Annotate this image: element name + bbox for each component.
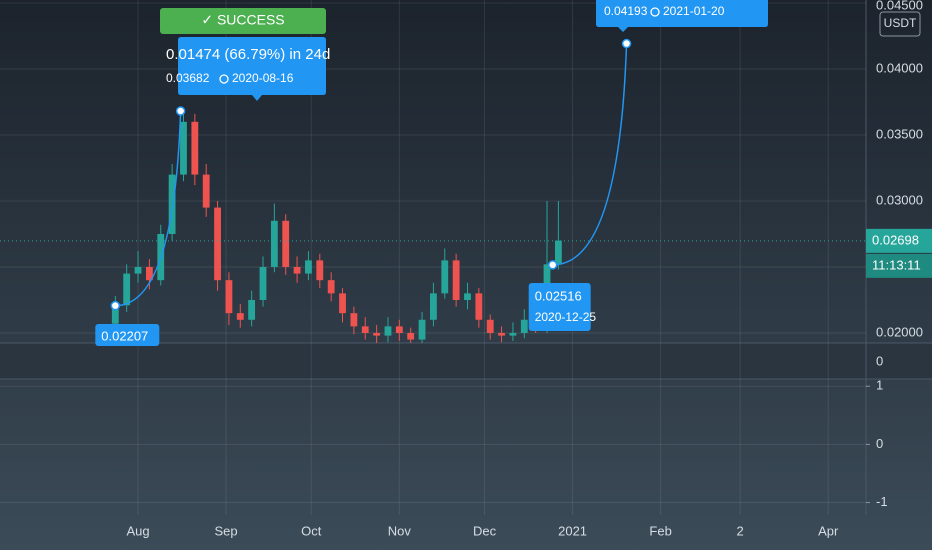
candle-body — [316, 260, 324, 281]
candle-body — [145, 266, 153, 281]
candle-body — [123, 273, 131, 306]
candle-body — [384, 326, 392, 336]
candle-body — [282, 220, 290, 267]
countdown-box — [866, 253, 932, 278]
projection-arrow — [552, 43, 628, 266]
x-tick-label: Nov — [388, 523, 412, 538]
candle-body — [180, 121, 187, 175]
candle-body — [168, 174, 176, 234]
candle-body — [259, 266, 267, 300]
candle-body — [248, 299, 256, 320]
candle-body — [191, 121, 199, 175]
candle-body — [111, 305, 119, 324]
candle-body — [350, 313, 358, 327]
y-tick-label: 0.04000 — [876, 60, 923, 75]
x-tick-label: Aug — [126, 523, 149, 538]
x-tick-label: 2 — [737, 523, 744, 538]
y-tick-label: 0 — [876, 353, 883, 368]
candle-body — [407, 332, 415, 340]
date-label: 2020-12-25 — [535, 310, 597, 324]
x-tick-label: Apr — [818, 523, 839, 538]
currency-box — [879, 11, 921, 37]
success-box — [160, 8, 326, 34]
x-tick-label: Feb — [649, 523, 671, 538]
anchor-point — [621, 38, 632, 49]
candle-body — [305, 260, 312, 274]
y-tick-label: 0.03000 — [876, 192, 923, 207]
projection-arrow — [115, 110, 182, 307]
x-tick-label: Dec — [473, 523, 497, 538]
label-box — [596, 0, 768, 32]
price-label: 0.02516 — [535, 288, 582, 303]
change-label: 0.01474 (66.79%) in 24d — [166, 46, 330, 63]
candle-body — [520, 319, 528, 333]
currency: USDT — [884, 16, 917, 30]
candle-body — [452, 260, 460, 300]
candle-body — [498, 332, 505, 336]
candle-body — [464, 293, 471, 300]
x-tick-label: Sep — [215, 523, 238, 538]
candle-body — [236, 313, 244, 320]
date-label: 2021-01-20 — [663, 4, 725, 18]
x-tick-label: 2021 — [558, 523, 587, 538]
last-price-box — [866, 228, 932, 253]
y-tick-label: 0 — [876, 436, 883, 451]
label-box — [528, 283, 591, 331]
clock-icon — [650, 7, 660, 17]
date-label: 2020-08-16 — [232, 71, 294, 85]
candle-body — [373, 332, 381, 336]
candle-body — [270, 220, 278, 267]
candle-body — [486, 319, 494, 333]
price-label: 0.02207 — [101, 328, 148, 343]
candle-body — [293, 266, 301, 274]
candle-body — [225, 280, 233, 314]
candle-body — [327, 280, 335, 294]
candle-body — [418, 319, 426, 340]
anchor-point — [547, 260, 558, 270]
last-price: 0.02698 — [872, 232, 919, 247]
candle-body — [361, 326, 369, 333]
candle-body — [214, 207, 221, 281]
y-tick-label: 1 — [876, 378, 883, 393]
label-box — [163, 37, 326, 101]
price-label: 0.04193 — [604, 4, 648, 18]
indicator-pane — [0, 343, 932, 379]
candle-body — [441, 260, 449, 294]
candle-body — [430, 293, 437, 320]
candle-body — [134, 266, 142, 274]
price-label: 0.03682 — [166, 71, 210, 85]
countdown: 11:13:11 — [872, 257, 921, 272]
x-tick-label: Oct — [301, 523, 322, 538]
success-label: ✓ SUCCESS — [201, 12, 284, 28]
y-tick-label: -1 — [876, 494, 888, 509]
y-tick-label: 0.04500 — [876, 0, 923, 12]
candle-body — [202, 174, 210, 208]
anchor-point — [110, 300, 121, 311]
price-label-box — [95, 324, 160, 346]
y-tick-label: 0.02000 — [876, 324, 923, 339]
candle-body — [554, 240, 562, 265]
y-tick-label: 0.03500 — [876, 126, 923, 141]
clock-icon — [219, 74, 229, 84]
candle-body — [395, 326, 403, 333]
candle-body — [339, 293, 346, 314]
anchor-point — [175, 106, 186, 116]
candle-body — [475, 293, 483, 320]
candle-body — [509, 332, 517, 336]
